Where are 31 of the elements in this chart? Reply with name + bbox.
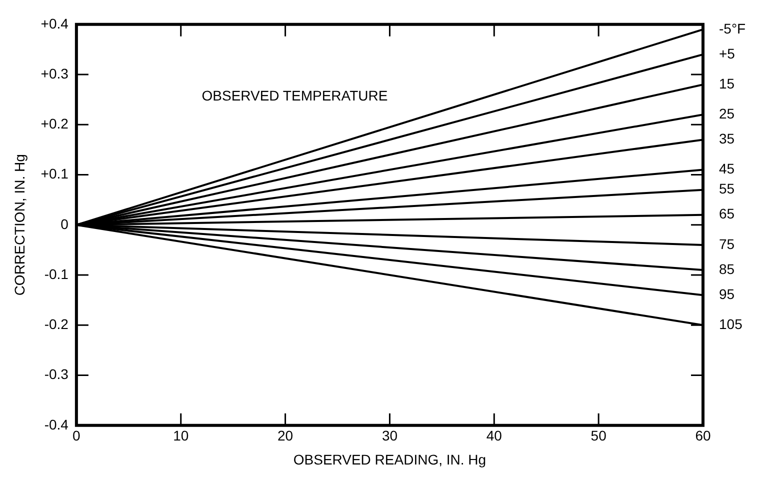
- x-tick-label: 0: [72, 428, 81, 444]
- series-label: 35: [719, 130, 735, 147]
- series-label: 65: [719, 206, 735, 222]
- x-tick-label: 10: [173, 428, 189, 444]
- series-label: 25: [719, 105, 735, 122]
- x-tick-label: 20: [278, 428, 294, 444]
- annotation: OBSERVED TEMPERATURE: [202, 87, 388, 104]
- y-tick-label: -0.2: [44, 316, 69, 332]
- legend-label: 45: [719, 160, 735, 177]
- y-tick-label: +0.1: [40, 166, 69, 182]
- y-tick-label: -0.4: [44, 416, 69, 432]
- series-label: -5°F: [719, 20, 746, 36]
- x-tick-label: 60: [695, 428, 711, 444]
- series-label: 55: [719, 180, 735, 197]
- legend-label: 85: [719, 260, 735, 277]
- x-axis-title: OBSERVED READING, IN. Hg: [293, 451, 486, 468]
- series-label: 75: [719, 236, 735, 252]
- series-label: +5: [719, 45, 736, 62]
- y-tick-label: -0.1: [44, 266, 69, 282]
- x-tick-label: 30: [382, 428, 398, 444]
- y-tick-label: 0: [60, 216, 69, 232]
- y-tick-label: +0.4: [40, 15, 69, 32]
- legend-label: 15: [719, 75, 735, 92]
- y-axis-title: CORRECTION, IN. Hg: [11, 154, 28, 296]
- x-tick-label: 50: [590, 428, 607, 444]
- x-tick-label: 40: [486, 428, 502, 444]
- y-tick-label: +0.3: [40, 65, 69, 82]
- y-tick-label: +0.2: [40, 116, 69, 132]
- series-label: 95: [719, 286, 735, 302]
- legend-label: 105: [719, 316, 743, 332]
- y-tick-label: -0.3: [44, 366, 69, 382]
